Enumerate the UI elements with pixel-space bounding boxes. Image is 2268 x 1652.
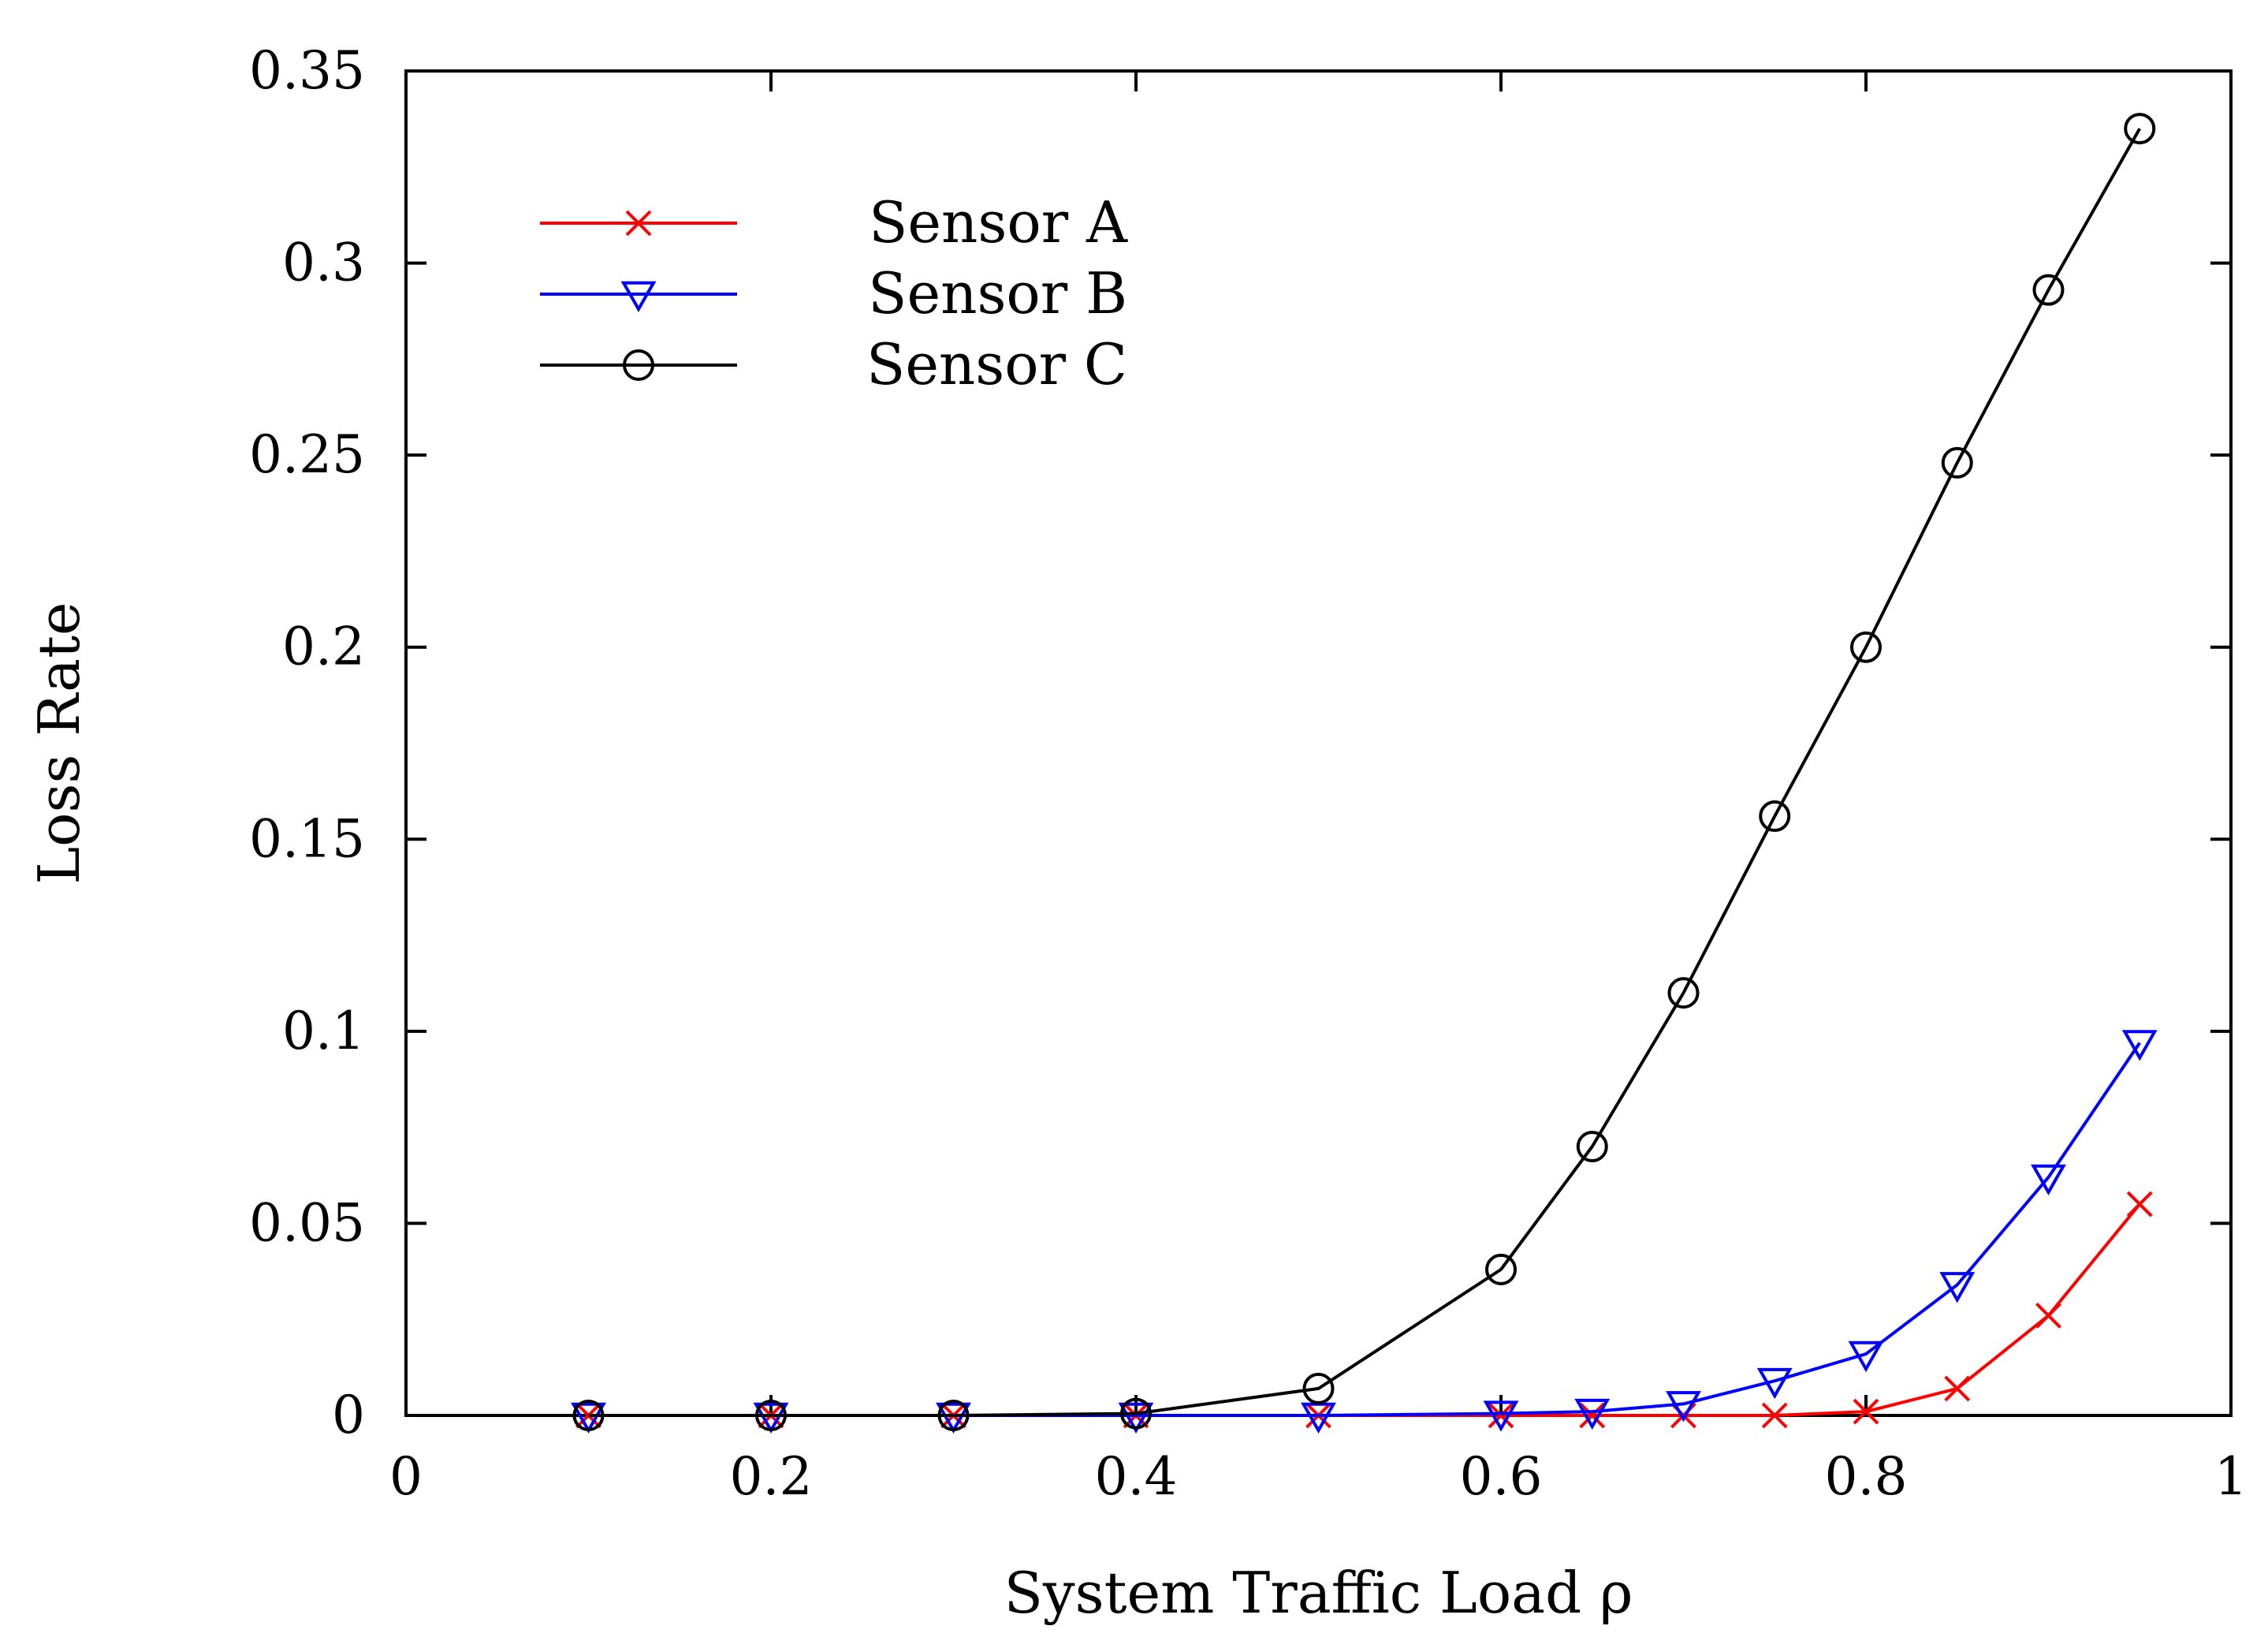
x-tick-label: 1 [2214,1446,2248,1507]
legend-swatch-marker [625,210,652,237]
sensor-b-point [1574,1398,1611,1430]
y-tick-label: 0.25 [249,424,365,485]
sensor-a-point [1761,1402,1788,1429]
legend-swatch-marker [620,281,657,313]
x-axis-title: System Traffic Load ρ [1004,1560,1633,1626]
sensor-c-point [1850,631,1882,663]
y-tick-label: 0.15 [249,808,365,869]
x-tick-label: 0 [389,1446,423,1507]
sensor-b-point [1118,1402,1154,1434]
sensor-a-point [2126,1191,2153,1218]
legend-label: Sensor A [869,189,1128,255]
legend-item-sensor-a: Sensor A [540,189,1128,255]
sensor-c-point [2032,274,2065,306]
sensor-c-point [1576,1131,1608,1162]
legend-item-sensor-b: Sensor B [540,260,1127,326]
y-tick-label: 0.1 [282,1001,365,1061]
legend-label: Sensor C [866,331,1127,397]
y-axis-title: Loss Rate [26,602,92,884]
sensor-b-point [2121,1030,2158,1061]
y-tick-label: 0.3 [282,233,365,293]
x-tick-label: 0.8 [1825,1446,1908,1507]
sensor-b-point [753,1402,789,1434]
sensor-a-point [1488,1402,1514,1429]
y-tick-label: 0 [332,1385,365,1445]
sensor-b-point [2031,1164,2066,1196]
legend-swatch-marker [623,349,654,381]
sensor-a-point [2035,1302,2061,1329]
sensor-b-point [1483,1400,1519,1432]
sensor-c-point [1485,1253,1517,1285]
x-tick-label: 0.6 [1460,1446,1543,1507]
sensor-c-point [1120,1397,1152,1430]
legend-label: Sensor B [868,260,1127,326]
sensor-a-line [588,1203,2141,1417]
sensor-c-point [1667,977,1700,1009]
sensor-b-point [571,1402,606,1434]
x-tick-label: 0.2 [730,1446,813,1507]
sensor-b-point [1666,1391,1701,1423]
sensor-c-point [2124,113,2156,145]
legend-item-sensor-c: Sensor C [540,331,1127,397]
sensor-b-point [936,1402,971,1434]
sensor-c-point [755,1400,787,1431]
x-tick-label: 0.4 [1095,1446,1178,1507]
sensor-b-point [1939,1272,1976,1303]
y-tick-label: 0.2 [282,617,365,677]
plot-frame [404,69,2233,1417]
sensor-b-point [1848,1341,1884,1373]
sensor-b-point [1756,1367,1793,1400]
sensor-c-point [937,1400,970,1431]
sensor-c-series [572,113,2156,1431]
y-tick-label: 0.35 [249,40,365,101]
y-tick-label: 0.05 [249,1192,365,1253]
sensor-c-point [1302,1372,1335,1404]
sensor-c-point [572,1400,605,1431]
sensor-c-point [1759,800,1791,833]
sensor-b-series [571,1030,2158,1434]
sensor-a-series [575,1191,2153,1429]
sensor-a-point [1944,1375,1971,1402]
axes: 0 0.2 0.4 0.6 0.8 1 0 0.05 0.1 0.15 0.2 0.25 0.3 0.35 [249,40,2248,1507]
sensor-c-point [1941,446,1973,479]
series-group [571,113,2158,1434]
sensor-c-line [588,128,2141,1417]
sensor-a-point [1579,1402,1606,1429]
sensor-a-point [1853,1398,1879,1425]
